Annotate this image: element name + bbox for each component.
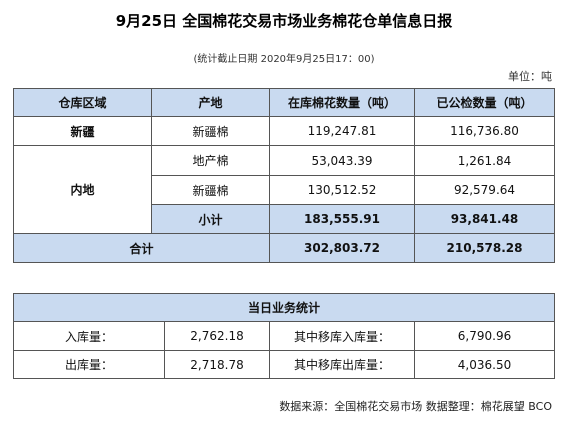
table-cell: 119,247.81 xyxy=(269,116,415,146)
table-cell: 1,261.84 xyxy=(414,145,555,176)
table-cell: 53,043.39 xyxy=(269,145,415,176)
table-cell: 小计 xyxy=(151,204,270,234)
unit: 单位：吨 xyxy=(508,70,552,83)
table-cell: 出库量： xyxy=(13,350,165,379)
table-cell: 仓库区域 xyxy=(13,88,152,117)
table-cell: 92,579.64 xyxy=(414,175,555,205)
table-cell: 116,736.80 xyxy=(414,116,555,146)
table-cell: 地产棉 xyxy=(151,145,270,176)
table-cell: 入库量： xyxy=(13,321,165,351)
table-cell: 产地 xyxy=(151,88,270,117)
table-cell: 302,803.72 xyxy=(269,233,415,263)
table-cell: 在库棉花数量（吨） xyxy=(269,88,415,117)
title: 9月25日 全国棉花交易市场业务棉花仓单信息日报 xyxy=(115,12,453,30)
table-cell: 合计 xyxy=(13,233,270,263)
table-cell: 210,578.28 xyxy=(414,233,555,263)
table-cell: 2,762.18 xyxy=(164,321,270,351)
table-cell: 183,555.91 xyxy=(269,204,415,234)
table-cell: 新疆 xyxy=(13,116,152,146)
subtitle: (统计截止日期 2020年9月25日17：00) xyxy=(193,54,375,65)
table-cell: 已公检数量（吨） xyxy=(414,88,555,117)
table-cell: 4,036.50 xyxy=(414,350,555,379)
table-cell: 新疆棉 xyxy=(151,116,270,146)
table-cell: 其中移库出库量： xyxy=(269,350,415,379)
table-cell: 130,512.52 xyxy=(269,175,415,205)
table-cell: 当日业务统计 xyxy=(13,293,555,322)
footer: 数据来源：全国棉花交易市场 数据整理：棉花展望 BCO xyxy=(279,400,552,413)
table-cell: 新疆棉 xyxy=(151,175,270,205)
table-cell: 2,718.78 xyxy=(164,350,270,379)
table-cell: 93,841.48 xyxy=(414,204,555,234)
table-cell: 其中移库入库量： xyxy=(269,321,415,351)
table-cell: 6,790.96 xyxy=(414,321,555,351)
table-cell: 内地 xyxy=(13,145,152,234)
